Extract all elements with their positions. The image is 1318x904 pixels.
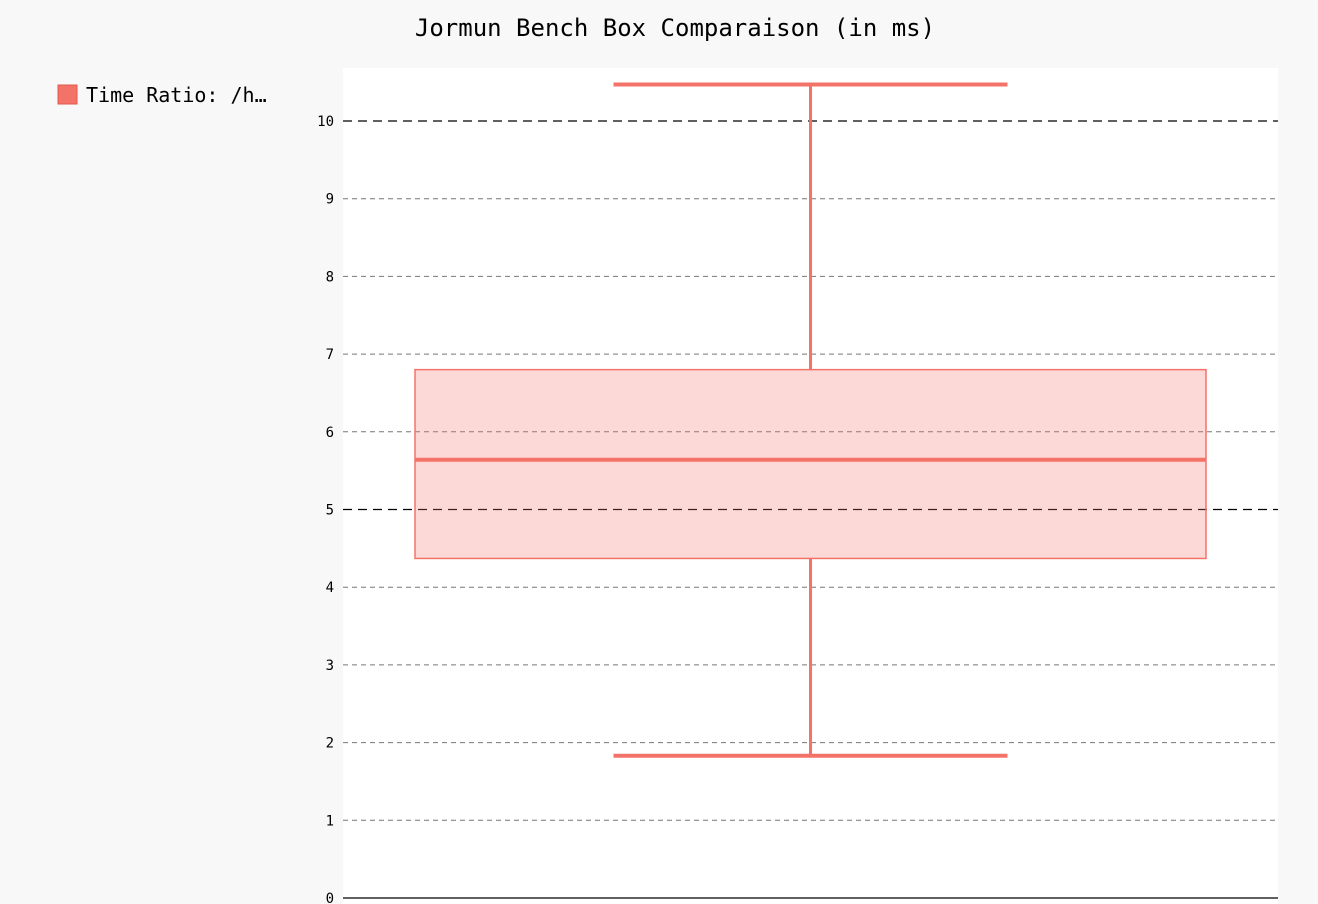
y-tick-label-5: 5 bbox=[326, 503, 334, 519]
legend[interactable]: Time Ratio: /h… bbox=[57, 83, 267, 107]
y-tick-label-7: 7 bbox=[326, 347, 334, 363]
y-tick-label-8: 8 bbox=[326, 269, 334, 285]
interquartile-box[interactable] bbox=[414, 368, 1207, 560]
y-tick-label-0: 0 bbox=[326, 891, 334, 904]
y-tick-label-1: 1 bbox=[326, 813, 334, 829]
y-tick-label-3: 3 bbox=[326, 658, 334, 674]
y-tick-label-4: 4 bbox=[326, 580, 334, 596]
chart-title: Jormun Bench Box Comparaison (in ms) bbox=[415, 14, 935, 42]
y-tick-label-9: 9 bbox=[326, 192, 334, 208]
box-series[interactable] bbox=[414, 82, 1207, 758]
grid-lines bbox=[343, 120, 1278, 899]
legend-swatch bbox=[57, 84, 78, 105]
y-tick-label-10: 10 bbox=[317, 114, 334, 130]
legend-label: Time Ratio: /h… bbox=[86, 83, 267, 107]
y-tick-label-2: 2 bbox=[326, 736, 334, 752]
y-tick-label-6: 6 bbox=[326, 425, 334, 441]
y-axis-ticks: 0 1 2 3 4 5 6 7 8 9 10 bbox=[317, 114, 334, 904]
